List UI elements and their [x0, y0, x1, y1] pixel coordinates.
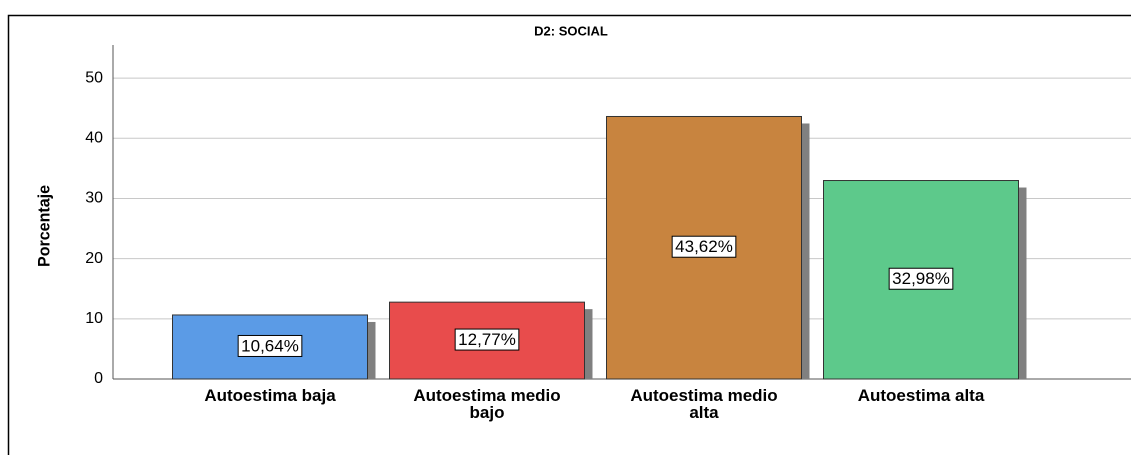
x-tick-label: Autoestima medio alta [630, 386, 778, 422]
x-tick-label: Autoestima medio bajo [413, 386, 561, 422]
value-label-box [888, 267, 954, 290]
x-tick-label: Autoestima baja [204, 386, 336, 405]
y-tick-label: 0 [94, 370, 103, 387]
value-label-box [671, 235, 737, 258]
y-tick-label: 20 [85, 250, 103, 267]
y-tick-label: 30 [85, 190, 103, 207]
value-label: 43,62% [675, 237, 733, 256]
value-label: 10,64% [241, 336, 299, 355]
x-tick-label: Autoestima alta [857, 386, 985, 405]
value-label-box [237, 334, 303, 357]
chart-title: D2: SOCIAL [534, 23, 608, 38]
value-label-box [454, 328, 520, 351]
frame [7, 14, 1131, 455]
y-tick-label: 50 [85, 69, 103, 86]
value-label: 12,77% [458, 330, 516, 349]
y-tick-label: 40 [85, 129, 103, 146]
y-tick-label: 10 [85, 310, 103, 327]
y-axis-label: Porcentaje [34, 185, 53, 267]
value-label: 32,98% [892, 269, 950, 288]
